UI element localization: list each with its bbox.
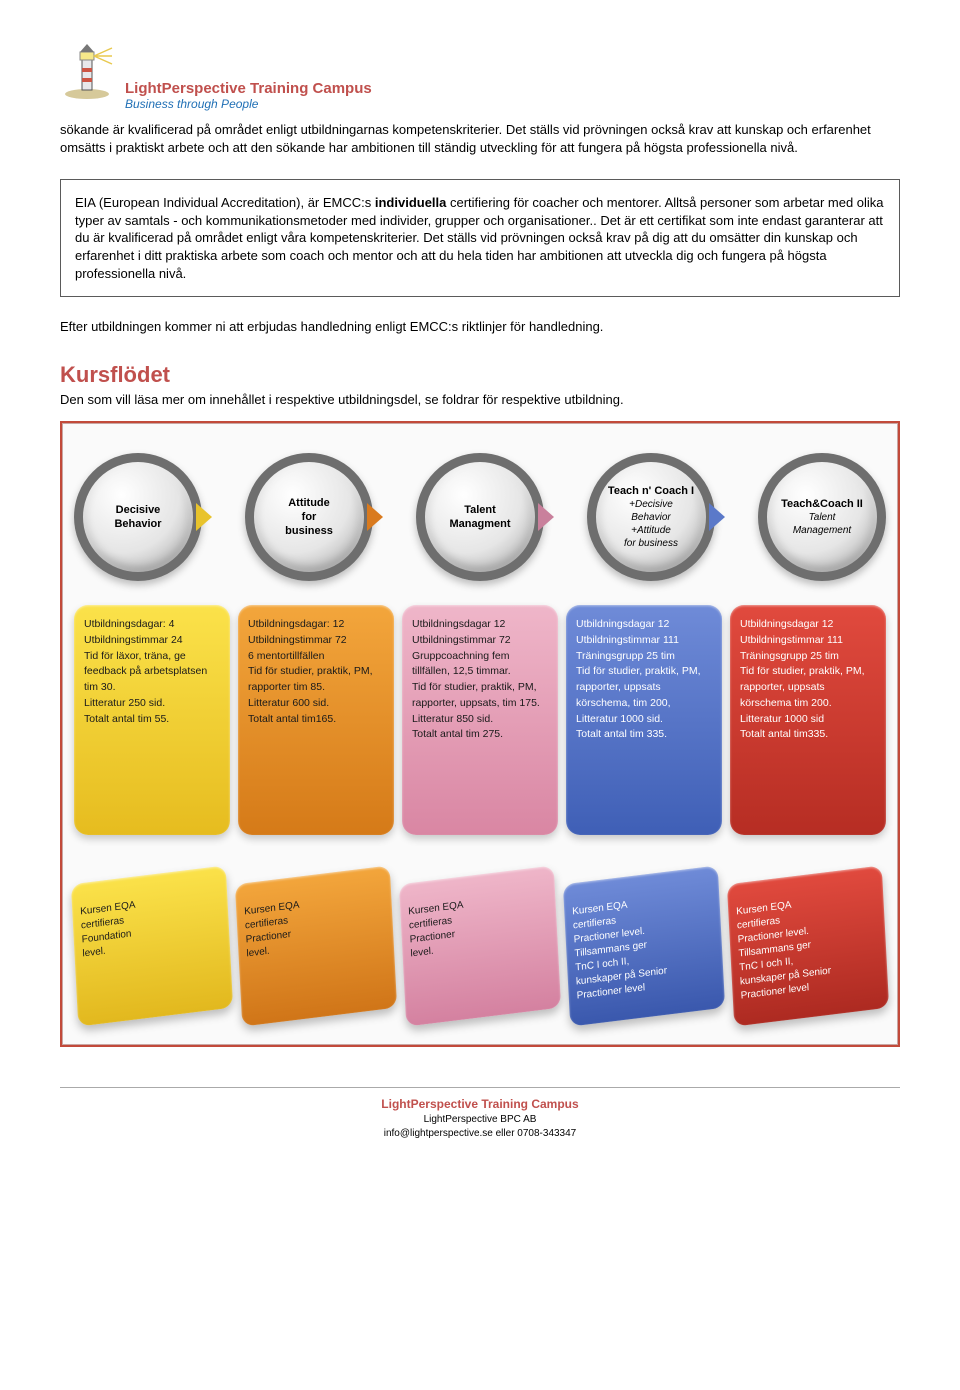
stage-title: Teach n' Coach I — [608, 484, 694, 498]
lighthouse-icon — [60, 40, 115, 100]
course-info-card: Utbildningsdagar 12 Utbildningstimmar 11… — [730, 605, 886, 835]
certification-card: Kursen EQA certifieras Practioner level. — [399, 866, 561, 1027]
stage-title: Attitude for business — [285, 496, 333, 539]
course-flow-diagram: Decisive Behavior Attitude for business Ta… — [60, 421, 900, 1047]
course-info-card: Utbildningsdagar 12 Utbildningstimmar 72… — [402, 605, 558, 835]
chevron-right-icon — [709, 503, 725, 531]
flow-stage: Teach n' Coach I+Decisive Behavior +Atti… — [587, 453, 725, 581]
course-info-card: Utbildningsdagar: 4 Utbildningstimmar 24… — [74, 605, 230, 835]
flow-stage: Talent Managment — [416, 453, 554, 581]
info-cards-row: Utbildningsdagar: 4 Utbildningstimmar 24… — [74, 605, 886, 835]
box-text-pre: EIA (European Individual Accreditation),… — [75, 195, 375, 210]
footer-contact: info@lightperspective.se eller 0708-3433… — [60, 1127, 900, 1141]
flow-stage: Attitude for business — [245, 453, 383, 581]
flow-stage: Decisive Behavior — [74, 453, 212, 581]
chevron-right-icon — [367, 503, 383, 531]
stage-subtitle: Talent Management — [793, 511, 851, 537]
certification-card: Kursen EQA certifieras Practioner level.… — [563, 866, 725, 1027]
stage-circle: Teach n' Coach I+Decisive Behavior +Atti… — [587, 453, 715, 581]
eia-info-box: EIA (European Individual Accreditation),… — [60, 179, 900, 297]
course-info-card: Utbildningsdagar 12 Utbildningstimmar 11… — [566, 605, 722, 835]
intro-paragraph: sökande är kvalificerad på området enlig… — [60, 121, 900, 157]
certification-card: Kursen EQA certifieras Practioner level. — [235, 866, 397, 1027]
section-title: Kursflödet — [60, 362, 900, 388]
stage-circle: Attitude for business — [245, 453, 373, 581]
certification-card: Kursen EQA certifieras Practioner level.… — [727, 866, 889, 1027]
page-subtitle: Business through People — [125, 97, 372, 111]
section-sub: Den som vill läsa mer om innehållet i re… — [60, 392, 900, 407]
stage-circle: Teach&Coach IITalent Management — [758, 453, 886, 581]
stage-subtitle: +Decisive Behavior +Attitude for busines… — [624, 498, 678, 550]
header: LightPerspective Training Campus Busines… — [60, 40, 900, 111]
stage-title: Decisive Behavior — [114, 503, 161, 532]
flow-stage: Teach&Coach IITalent Management — [758, 453, 886, 581]
stage-circle: Talent Managment — [416, 453, 544, 581]
footer: LightPerspective Training Campus LightPe… — [60, 1087, 900, 1141]
circles-row: Decisive Behavior Attitude for business Ta… — [74, 453, 886, 581]
chevron-right-icon — [196, 503, 212, 531]
chevron-right-icon — [538, 503, 554, 531]
course-info-card: Utbildningsdagar: 12 Utbildningstimmar 7… — [238, 605, 394, 835]
footer-company: LightPerspective BPC AB — [60, 1113, 900, 1127]
stage-title: Teach&Coach II — [781, 497, 863, 511]
after-box-text: Efter utbildningen kommer ni att erbjuda… — [60, 319, 900, 334]
stage-title: Talent Managment — [449, 503, 510, 532]
cert-cards-row: Kursen EQA certifieras Foundation level.… — [74, 865, 886, 1027]
page-title: LightPerspective Training Campus — [125, 80, 372, 97]
box-text-bold: individuella — [375, 195, 447, 210]
stage-circle: Decisive Behavior — [74, 453, 202, 581]
certification-card: Kursen EQA certifieras Foundation level. — [71, 866, 233, 1027]
footer-title: LightPerspective Training Campus — [60, 1096, 900, 1113]
